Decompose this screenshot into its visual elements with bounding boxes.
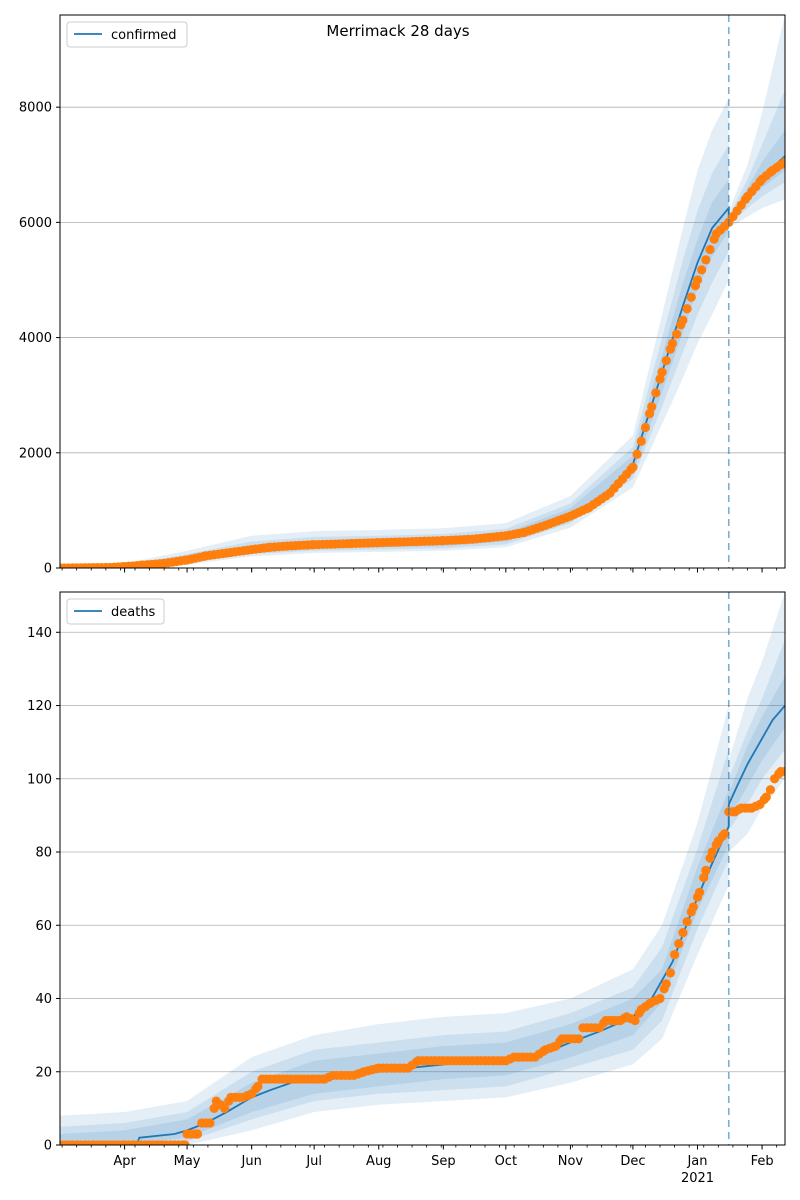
observed-point	[701, 255, 711, 265]
confirmed-panel: 0 2000 4000 6000 8000 Merrimack 28 days conf…	[19, 14, 786, 577]
x-tick-label: May	[174, 1154, 201, 1169]
observed-point	[665, 968, 676, 978]
observed-point	[674, 938, 684, 949]
deaths-panel: 0 20 40 60 80 100 120 140 Apr May Jun Jul Aug Sep Oct…	[27, 591, 786, 1186]
deaths-legend-label: deaths	[111, 605, 156, 620]
confirmed-y-axis: 0 2000 4000 6000 8000	[19, 101, 60, 577]
y-tick-label: 100	[27, 772, 52, 787]
observed-point	[632, 449, 642, 459]
observed-point	[699, 873, 709, 883]
x-tick-label: Oct	[495, 1154, 517, 1169]
deaths-legend: deaths	[66, 598, 165, 625]
observed-point	[697, 265, 707, 275]
deaths-x-axis: Apr May Jun Jul Aug Sep Oct Nov Dec Jan 2021 Feb	[61, 1145, 778, 1186]
uncertainty-band	[60, 592, 785, 1145]
observed-point	[692, 275, 703, 285]
x-tick-label: Feb	[751, 1154, 774, 1169]
observed-point	[701, 865, 711, 875]
observed-point	[574, 1034, 584, 1044]
confirmed-axes-frame	[59, 14, 786, 569]
observed-point	[678, 315, 688, 325]
confirmed-x-axis	[61, 568, 778, 573]
y-tick-label: 20	[35, 1065, 52, 1080]
deaths-axes-frame	[59, 591, 786, 1146]
observed-point	[630, 1015, 640, 1026]
confirmed-legend-label: confirmed	[111, 28, 177, 43]
observed-point	[682, 917, 692, 927]
y-tick-label: 6000	[19, 216, 52, 231]
deaths-observed-points	[60, 766, 785, 1145]
x-tick-label: Aug	[366, 1154, 391, 1169]
y-tick-label: 120	[27, 699, 52, 714]
observed-point	[253, 1081, 263, 1092]
observed-point	[644, 409, 655, 419]
chart-title: Merrimack 28 days	[326, 22, 469, 40]
observed-point	[647, 402, 657, 412]
observed-point	[705, 244, 715, 255]
observed-point	[661, 979, 671, 989]
x-tick-label: Jan	[686, 1154, 707, 1169]
x-tick-sublabel: 2021	[681, 1171, 714, 1186]
observed-point	[780, 157, 785, 167]
observed-point	[636, 436, 646, 446]
y-tick-label: 140	[27, 626, 52, 641]
y-tick-label: 8000	[19, 101, 52, 116]
observed-point	[655, 993, 665, 1004]
observed-point	[682, 304, 692, 314]
x-tick-label: Nov	[558, 1154, 584, 1169]
x-tick-label: Jun	[241, 1154, 262, 1169]
observed-point	[780, 766, 785, 777]
y-tick-label: 4000	[19, 331, 52, 346]
y-tick-label: 2000	[19, 446, 52, 461]
confirmed-legend-box	[66, 21, 188, 48]
observed-point	[640, 422, 651, 433]
y-tick-label: 0	[44, 1139, 52, 1154]
observed-point	[651, 388, 661, 398]
observed-point	[694, 887, 705, 897]
observed-point	[205, 1118, 215, 1128]
y-tick-label: 80	[35, 846, 52, 861]
y-tick-label: 40	[35, 992, 52, 1007]
observed-point	[655, 374, 665, 384]
confirmed-observed-points	[60, 157, 785, 568]
observed-point	[686, 292, 696, 302]
observed-point	[719, 829, 730, 839]
x-tick-label: Jul	[305, 1154, 322, 1169]
observed-point	[672, 329, 682, 339]
observed-point	[661, 356, 671, 366]
observed-point	[667, 338, 678, 348]
y-tick-label: 0	[44, 562, 52, 577]
observed-point	[707, 847, 717, 857]
deaths-y-axis: 0 20 40 60 80 100 120 140	[27, 626, 60, 1154]
observed-point	[192, 1129, 203, 1139]
observed-point	[628, 462, 638, 472]
observed-point	[761, 792, 771, 802]
confirmed-legend: confirmed	[66, 21, 188, 48]
observed-point	[688, 902, 698, 912]
x-tick-label: Apr	[113, 1154, 136, 1169]
deaths-legend-box	[66, 598, 165, 625]
observed-point	[678, 927, 688, 938]
x-tick-label: Dec	[620, 1154, 645, 1169]
y-tick-label: 60	[35, 919, 52, 934]
observed-point	[765, 785, 776, 795]
observed-point	[180, 1140, 190, 1145]
observed-point	[657, 367, 667, 377]
x-tick-label: Sep	[431, 1154, 456, 1169]
observed-point	[219, 1103, 230, 1113]
observed-point	[669, 949, 680, 960]
